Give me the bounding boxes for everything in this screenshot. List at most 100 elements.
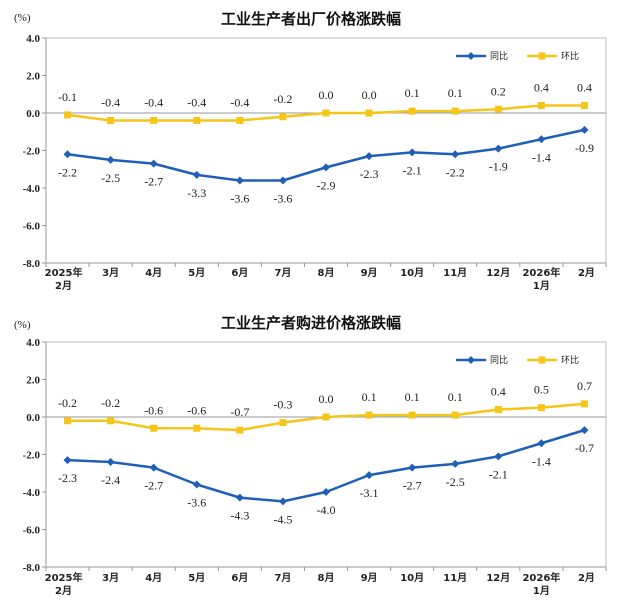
data-label: -0.4 — [101, 96, 120, 110]
data-label: 0.1 — [405, 390, 420, 404]
data-point — [63, 150, 72, 159]
data-point — [580, 102, 588, 109]
data-point — [279, 419, 287, 427]
x-tick-label: 7月 — [274, 267, 291, 279]
data-label: -2.4 — [101, 473, 120, 487]
data-label: -3.1 — [360, 486, 379, 500]
data-point — [494, 105, 502, 113]
x-tick-label: 4月 — [145, 267, 162, 279]
series-mom: -0.2 -0.2 -0.6 -0.6 -0.7 -0.3 0.0 0.1 0.1 0.1 0.4 0… — [58, 379, 592, 434]
data-label: -0.1 — [58, 90, 77, 104]
x-tick-label: 9月 — [361, 572, 378, 584]
data-label: 0.0 — [362, 88, 377, 102]
data-label: 0.1 — [362, 390, 377, 404]
data-point — [408, 411, 416, 419]
data-label: -0.2 — [58, 396, 77, 410]
data-label: -2.7 — [144, 479, 163, 493]
data-point — [106, 155, 115, 164]
chart-2: 工业生产者购进价格涨跌幅 (%) 4.0 2.0 0.0 -2.0 -4.0 -6.0 -8.0… — [14, 314, 607, 597]
data-label: -2.3 — [360, 167, 379, 181]
y-tick-label: -2.0 — [23, 450, 41, 462]
chart-1: 工业生产者出厂价格涨跌幅 (%) 4.0 2.0 0.0 -2.0 -4.0 -6.0 -8.0… — [14, 10, 607, 292]
data-label: -0.4 — [144, 96, 163, 110]
data-label: -3.3 — [187, 186, 206, 200]
data-point — [107, 117, 115, 124]
data-point — [365, 109, 373, 117]
data-point — [322, 163, 330, 172]
x-tick-label: 2026年 — [522, 571, 560, 584]
data-point — [537, 102, 545, 109]
data-point — [580, 426, 589, 435]
data-point — [279, 113, 287, 121]
data-point — [193, 424, 201, 432]
data-label: -2.1 — [489, 467, 508, 481]
data-label: -0.6 — [187, 403, 206, 417]
data-point — [322, 109, 330, 117]
y-unit-label: (%) — [14, 319, 31, 331]
data-label: -0.7 — [230, 405, 249, 419]
data-point — [235, 493, 244, 502]
data-label: -2.5 — [101, 171, 120, 185]
y-tick-label: 2.0 — [26, 71, 40, 83]
data-label: -0.2 — [273, 92, 292, 106]
y-tick-label: -4.0 — [23, 183, 41, 195]
data-point — [64, 111, 72, 119]
x-tick-label: 2025年 — [45, 571, 83, 584]
data-label: -4.0 — [317, 503, 336, 517]
data-point — [278, 497, 287, 506]
x-tick-label: 1月 — [533, 280, 550, 292]
y-tick-label: 0.0 — [26, 108, 40, 120]
series-yoy: -2.3 -2.4 -2.7 -3.6 -4.3 -4.5 -4.0 -3.1 -2.7 -2.5… — [58, 426, 594, 526]
data-label: -0.4 — [230, 96, 249, 110]
x-tick-label: 7月 — [274, 572, 291, 584]
data-point — [365, 411, 373, 419]
x-tick-label: 4月 — [145, 572, 162, 584]
data-point — [193, 117, 201, 124]
data-label: 0.4 — [534, 81, 549, 95]
data-point — [365, 471, 374, 480]
data-label: -1.9 — [489, 160, 508, 174]
data-point — [580, 125, 589, 134]
data-point — [408, 148, 417, 157]
x-tick-label: 9月 — [361, 267, 378, 279]
data-point — [580, 400, 588, 408]
y-tick-label: -8.0 — [23, 258, 41, 270]
data-label: 0.5 — [534, 383, 549, 397]
x-tick-label: 12月 — [486, 267, 510, 279]
y-tick-label: -4.0 — [23, 487, 41, 499]
data-label: -2.3 — [58, 471, 77, 485]
data-label: -0.9 — [575, 141, 594, 155]
y-tick-label: 0.0 — [26, 412, 40, 424]
data-point — [322, 413, 330, 421]
data-label: -2.7 — [144, 175, 163, 189]
data-point — [150, 424, 158, 432]
data-point — [150, 117, 158, 124]
legend: 同比 环比 — [456, 354, 579, 366]
legend-label: 环比 — [561, 354, 579, 366]
data-point — [235, 176, 244, 185]
x-tick-label: 2026年 — [522, 266, 560, 279]
data-point — [494, 452, 503, 461]
data-label: -2.7 — [403, 479, 422, 493]
y-tick-label: -8.0 — [23, 562, 41, 574]
data-point — [192, 480, 201, 489]
x-tick-label: 8月 — [318, 572, 335, 584]
data-point — [408, 463, 417, 472]
data-point — [278, 176, 287, 185]
legend-marker — [467, 356, 475, 364]
legend-label: 同比 — [490, 50, 508, 62]
data-label: -0.6 — [144, 403, 163, 417]
data-label: -2.2 — [58, 165, 77, 179]
x-tick-label: 11月 — [443, 572, 467, 584]
data-label: -0.7 — [575, 441, 594, 455]
legend-marker — [538, 356, 546, 364]
x-tick-label: 5月 — [188, 267, 205, 279]
x-tick-label: 2月 — [55, 585, 72, 597]
data-point — [365, 152, 374, 161]
data-point — [494, 406, 502, 413]
y-unit-label: (%) — [14, 12, 31, 24]
data-label: 0.7 — [577, 379, 592, 393]
data-label: -4.3 — [230, 509, 249, 523]
data-point — [537, 135, 546, 144]
